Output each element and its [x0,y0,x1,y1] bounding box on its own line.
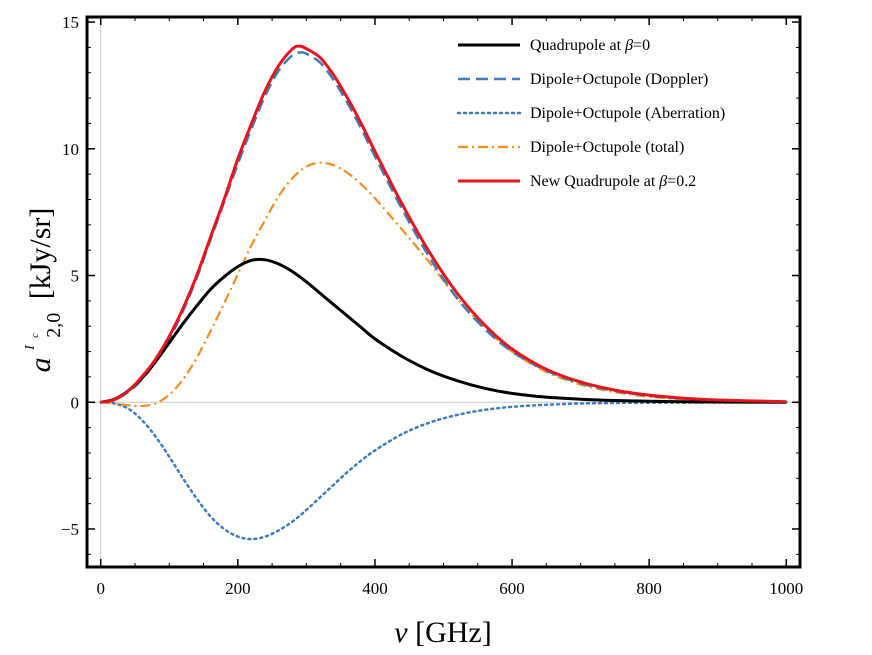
legend: Quadrupole at β=0 Dipole+Octupole (Dopple… [456,37,725,190]
series-line-2 [99,401,788,541]
series-line-3 [100,161,787,408]
legend-label-3: Dipole+Octupole (total) [530,139,684,156]
series-group [99,44,788,541]
legend-label-1: Dipole+Octupole (Doppler) [530,71,708,88]
y-tick-label: 0 [71,393,80,412]
x-axis-label: ν [GHz] [394,616,491,649]
y-axis-label: a I c 2,0 [kJy/sr] [8,208,67,373]
plot-frame [85,15,802,569]
x-tick-label: 600 [499,579,525,598]
x-tick-label: 800 [636,579,662,598]
series-line-4 [100,44,787,404]
y-tick-label: 10 [62,140,79,159]
y-tick-label: 5 [71,267,80,286]
series-line-0 [100,257,787,404]
x-tick-label: 200 [225,579,251,598]
legend-label-2: Dipole+Octupole (Aberration) [530,105,725,122]
x-tick-label: 400 [362,579,388,598]
ticks-group: 0 200 400 600 800 1000 −5 0 5 10 15 [61,13,803,598]
x-tick-label: 0 [96,579,105,598]
y-tick-label: 15 [62,13,79,32]
y-tick-label: −5 [61,520,79,539]
legend-label-4: New Quadrupole at β=0.2 [530,173,696,190]
legend-label-0: Quadrupole at β=0 [530,37,650,54]
x-tick-label: 1000 [769,579,803,598]
